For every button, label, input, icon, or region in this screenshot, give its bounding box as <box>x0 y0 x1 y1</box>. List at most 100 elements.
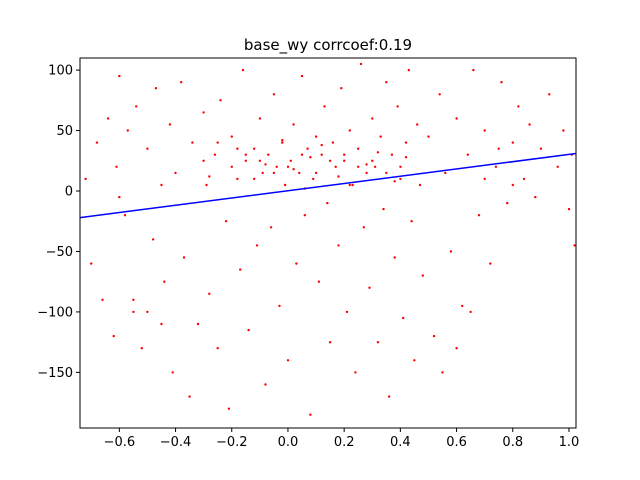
y-tick-label: −50 <box>46 245 73 260</box>
scatter-point <box>191 141 194 144</box>
scatter-point <box>174 171 177 175</box>
scatter-point <box>477 214 481 217</box>
scatter-point <box>396 105 399 108</box>
x-tick-label: 0.8 <box>502 435 523 450</box>
scatter-point <box>244 159 247 162</box>
scatter-point <box>224 220 228 223</box>
scatter-point <box>101 298 104 301</box>
scatter-point <box>343 153 346 156</box>
scatter-point <box>264 383 267 386</box>
scatter-point <box>160 322 163 326</box>
scatter-point <box>90 262 93 265</box>
scatter-point <box>387 395 391 398</box>
scatter-point <box>402 316 405 320</box>
scatter-point <box>345 310 349 314</box>
scatter-point <box>244 153 247 156</box>
scatter-point <box>351 183 354 187</box>
scatter-point <box>188 395 191 398</box>
scatter-point <box>506 201 509 205</box>
scatter-point <box>309 413 312 416</box>
scatter-point <box>385 81 388 84</box>
scatter-point <box>376 341 380 344</box>
scatter-point <box>404 141 408 144</box>
scatter-point <box>522 177 526 181</box>
scatter-point <box>253 177 256 181</box>
scatter-point <box>455 117 458 120</box>
scatter-point <box>151 238 155 241</box>
scatter-point <box>236 177 239 181</box>
x-axis: −0.6 −0.4 −0.2 0.0 0.2 0.4 0.6 0.8 1.0 <box>104 428 579 450</box>
scatter-point <box>371 159 374 162</box>
scatter-point <box>275 165 278 168</box>
scatter-point <box>371 117 374 120</box>
scatter-point <box>292 123 295 126</box>
scatter-point <box>573 244 576 247</box>
scatter-point <box>438 93 441 96</box>
scatter-point <box>449 250 453 253</box>
scatter-point <box>163 280 166 283</box>
scatter-point <box>517 105 520 108</box>
scatter-point <box>556 165 559 168</box>
scatter-point <box>340 87 343 90</box>
x-tick-label: 0.4 <box>390 435 411 450</box>
scatter-point <box>84 177 87 181</box>
scatter-point <box>154 87 158 90</box>
scatter-point <box>441 371 444 374</box>
scatter-point <box>368 286 371 289</box>
scatter-point <box>300 74 304 78</box>
scatter-point <box>283 183 287 187</box>
scatter-point <box>123 214 127 217</box>
scatter-point <box>208 175 211 178</box>
scatter-point <box>272 171 276 175</box>
scatter-point <box>309 156 312 159</box>
scatter-point <box>418 183 422 187</box>
scatter-point <box>407 68 410 72</box>
scatter-point <box>348 183 351 187</box>
scatter-point <box>413 359 416 362</box>
scatter-point <box>126 129 129 132</box>
scatter-point <box>182 256 186 259</box>
scatter-point <box>213 153 217 156</box>
scatter-point <box>135 105 138 108</box>
scatter-point <box>376 151 380 154</box>
x-tick-label: 0.0 <box>278 435 299 450</box>
scatter-point <box>95 141 99 144</box>
chart-title: base_wy corrcoef:0.19 <box>244 36 412 55</box>
scatter-point <box>483 177 486 181</box>
scatter-point <box>399 165 402 168</box>
scatter-point <box>539 147 543 150</box>
scatter-point <box>180 81 183 84</box>
scatter-point <box>427 135 430 138</box>
scatter-point <box>472 68 475 72</box>
scatter-point <box>432 334 436 338</box>
scatter-point <box>132 310 135 314</box>
scatter-point <box>272 93 276 96</box>
scatter-point <box>357 147 360 150</box>
scatter-point <box>196 322 200 326</box>
scatter-point <box>208 292 211 295</box>
scatter-point <box>216 141 219 144</box>
scatter-point <box>258 117 262 120</box>
scatter-point <box>320 143 323 147</box>
scatter-point <box>202 111 205 114</box>
scatter-point <box>292 168 295 171</box>
y-axis: −150 −100 −50 0 50 100 <box>37 64 80 381</box>
scatter-point <box>278 304 281 308</box>
scatter-point <box>216 347 219 350</box>
scatter-point <box>300 153 304 156</box>
scatter-point <box>421 274 424 277</box>
x-tick-label: −0.4 <box>160 435 192 450</box>
x-tick-label: 0.2 <box>334 435 355 450</box>
scatter-point <box>373 165 377 168</box>
scatter-point <box>241 68 245 72</box>
scatter-point <box>511 183 514 187</box>
scatter-point <box>140 347 143 350</box>
y-tick-label: 50 <box>56 124 73 139</box>
scatter-point <box>286 165 290 168</box>
scatter-point <box>348 129 351 132</box>
scatter-point <box>281 141 284 144</box>
scatter-point <box>562 129 565 132</box>
scatter-point <box>489 262 492 265</box>
scatter-point <box>328 341 332 344</box>
